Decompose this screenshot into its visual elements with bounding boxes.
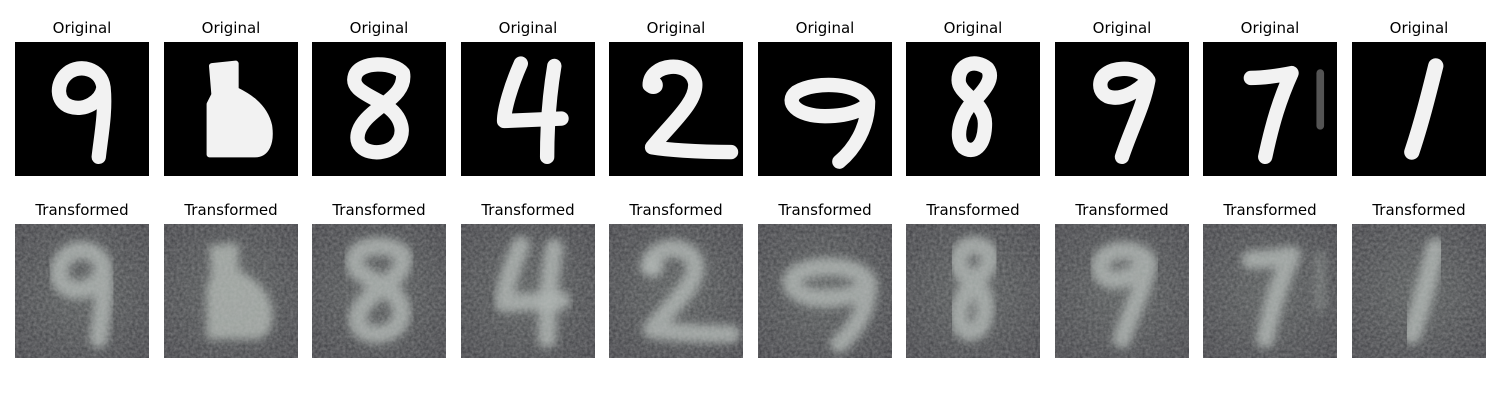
original-image-6 xyxy=(758,42,892,176)
transformed-title-1: Transformed xyxy=(35,201,129,219)
original-title-10: Original xyxy=(1389,19,1449,37)
original-title-4: Original xyxy=(498,19,558,37)
original-title-5: Original xyxy=(646,19,706,37)
transformed-title-4: Transformed xyxy=(481,201,575,219)
transformed-title-5: Transformed xyxy=(629,201,723,219)
original-image-3 xyxy=(312,42,446,176)
digit-graphic xyxy=(206,60,273,158)
digit-graphic xyxy=(51,61,112,165)
original-image-4 xyxy=(461,42,595,176)
digit-graphic xyxy=(461,224,595,358)
digit-graphic xyxy=(1243,65,1325,165)
transformed-image-10 xyxy=(1352,224,1486,358)
transformed-image-8 xyxy=(1055,224,1189,358)
original-image-2 xyxy=(164,42,298,176)
digit-graphic xyxy=(1404,58,1444,160)
transformed-image-5 xyxy=(609,224,743,358)
transformed-image-7 xyxy=(906,224,1040,358)
original-image-7 xyxy=(906,42,1040,176)
digit-graphic xyxy=(906,224,1040,358)
original-title-1: Original xyxy=(52,19,112,37)
transformed-title-10: Transformed xyxy=(1372,201,1466,219)
original-title-2: Original xyxy=(201,19,261,37)
digit-graphic xyxy=(312,224,446,358)
original-image-1 xyxy=(15,42,149,176)
transformed-title-6: Transformed xyxy=(778,201,872,219)
original-title-7: Original xyxy=(943,19,1003,37)
digit-graphic xyxy=(1093,61,1156,165)
original-image-9 xyxy=(1203,42,1337,176)
original-title-8: Original xyxy=(1092,19,1152,37)
original-image-10 xyxy=(1352,42,1486,176)
digit-graphic xyxy=(951,56,997,158)
digit-graphic xyxy=(609,224,743,358)
digit-graphic xyxy=(784,77,876,169)
transformed-image-3 xyxy=(312,224,446,358)
original-image-8 xyxy=(1055,42,1189,176)
transformed-image-1 xyxy=(15,224,149,358)
transformed-image-6 xyxy=(758,224,892,358)
digit-graphic xyxy=(496,56,569,165)
digit-graphic xyxy=(347,57,411,160)
transformed-title-2: Transformed xyxy=(184,201,278,219)
transformed-title-3: Transformed xyxy=(332,201,426,219)
digit-graphic xyxy=(642,59,739,160)
transformed-title-9: Transformed xyxy=(1223,201,1317,219)
original-image-5 xyxy=(609,42,743,176)
original-title-3: Original xyxy=(349,19,409,37)
digit-graphic xyxy=(1352,224,1486,358)
transformed-title-7: Transformed xyxy=(926,201,1020,219)
original-title-6: Original xyxy=(795,19,855,37)
digit-graphic xyxy=(758,224,892,358)
digit-graphic xyxy=(1203,224,1337,358)
digit-graphic xyxy=(1055,224,1189,358)
transformed-title-8: Transformed xyxy=(1075,201,1169,219)
transformed-image-4 xyxy=(461,224,595,358)
transformed-image-9 xyxy=(1203,224,1337,358)
digit-graphic xyxy=(164,224,298,358)
digit-graphic xyxy=(15,224,149,358)
transformed-image-2 xyxy=(164,224,298,358)
original-title-9: Original xyxy=(1240,19,1300,37)
